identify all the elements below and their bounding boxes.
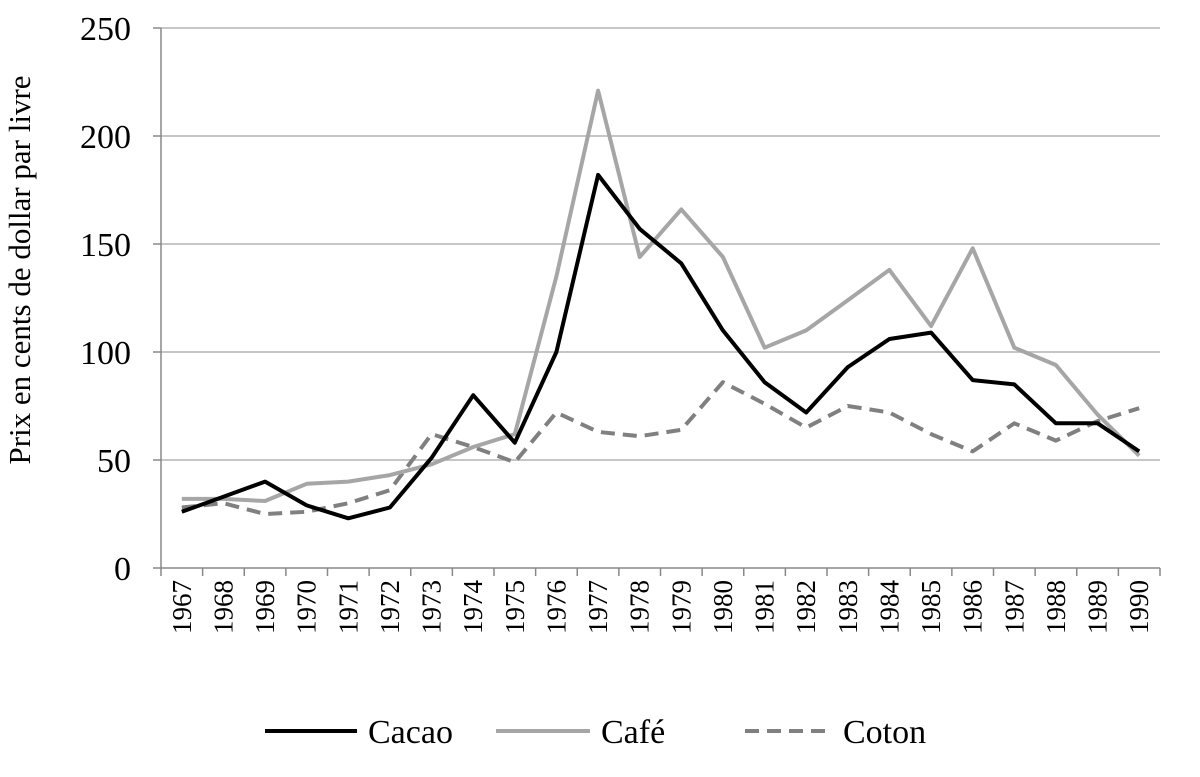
- x-tick-label: 1982: [791, 580, 821, 634]
- x-tick-labels: 1967 1968 1969 1970 1971 1972 1973 1974 1975 1976…: [160, 568, 1161, 635]
- y-tick-labels: 0 50 100 150 200 250: [80, 11, 131, 588]
- x-tick-label: 1975: [500, 580, 530, 634]
- y-tick-label: 100: [80, 335, 131, 372]
- x-tick-label: 1990: [1124, 580, 1154, 634]
- x-tick-label: 1979: [666, 580, 696, 634]
- legend-label-café: Café: [601, 714, 665, 751]
- x-tick-label: 1972: [375, 580, 405, 634]
- x-tick-label: 1980: [708, 580, 738, 634]
- x-tick-label: 1989: [1083, 580, 1113, 634]
- x-tick-label: 1981: [750, 580, 780, 634]
- x-tick-label: 1971: [333, 580, 363, 634]
- legend-label-coton: Coton: [843, 714, 926, 751]
- y-tick-label: 50: [97, 443, 131, 480]
- x-tick-label: 1973: [417, 580, 447, 634]
- y-axis-label: Prix en cents de dollar par livre: [2, 75, 37, 464]
- y-tick-label: 150: [80, 227, 131, 264]
- series-line-café: [181, 88, 1141, 503]
- y-tick-label: 200: [80, 119, 131, 156]
- x-tick-label: 1968: [208, 580, 238, 634]
- x-tick-label: 1988: [1041, 580, 1071, 634]
- legend-label-cacao: Cacao: [368, 714, 453, 751]
- axes: [160, 28, 1160, 569]
- x-tick-label: 1974: [458, 580, 488, 635]
- x-tick-label: 1985: [916, 580, 946, 634]
- x-tick-label: 1984: [874, 580, 904, 635]
- legend: Cacao Café Coton: [265, 714, 926, 751]
- series-lines: [181, 88, 1141, 521]
- x-tick-label: 1977: [583, 580, 613, 634]
- x-tick-label: 1967: [167, 580, 197, 634]
- y-tick-label: 250: [80, 11, 131, 48]
- x-tick-label: 1987: [999, 580, 1029, 634]
- series-line-cacao: [181, 172, 1141, 521]
- x-tick-label: 1969: [250, 580, 280, 634]
- x-tick-label: 1976: [541, 580, 571, 634]
- x-tick-label: 1970: [292, 580, 322, 634]
- x-tick-label: 1983: [833, 580, 863, 634]
- y-tick-label: 0: [114, 551, 131, 588]
- x-tick-label: 1978: [625, 580, 655, 634]
- series-line-coton: [181, 380, 1140, 516]
- x-tick-label: 1986: [958, 580, 988, 634]
